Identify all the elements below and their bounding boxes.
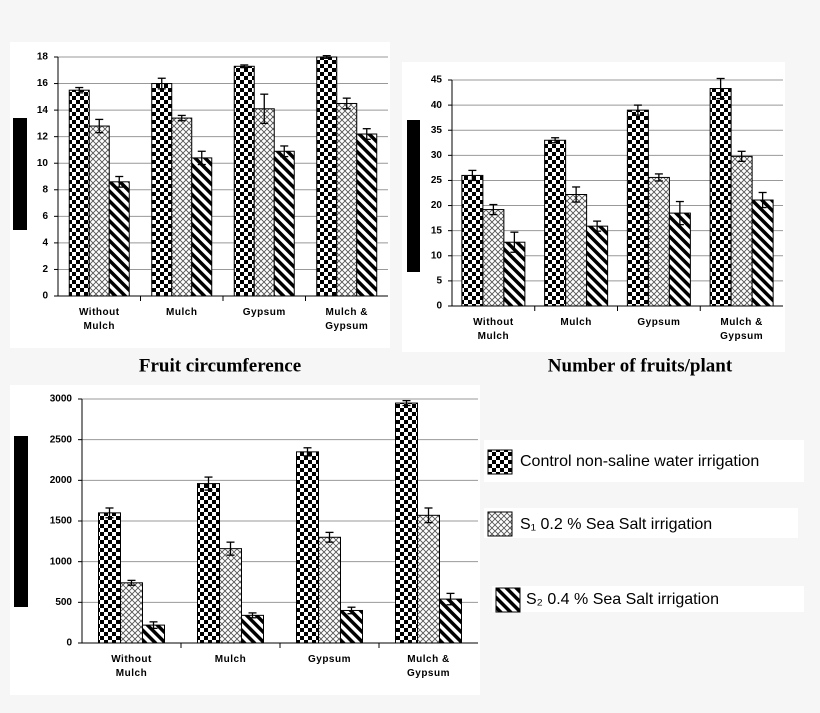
bar — [88, 125, 110, 297]
y-tick-label: 500 — [55, 597, 72, 608]
legend-box — [492, 586, 804, 612]
y-tick-label: 45 — [431, 75, 443, 86]
legend-swatch — [487, 449, 513, 475]
bar — [340, 609, 363, 644]
x-tick-label: Mulch — [166, 307, 198, 318]
y-tick-label: 12 — [37, 131, 49, 142]
bar — [120, 582, 143, 644]
y-tick-label: 40 — [431, 100, 443, 111]
y-tick-label: 20 — [431, 200, 443, 211]
bar — [191, 157, 213, 297]
x-tick-label: Mulch — [560, 317, 592, 328]
bar — [336, 102, 358, 297]
y-tick-label: 35 — [431, 125, 443, 136]
x-tick-label: Gypsum — [307, 654, 351, 665]
bar — [544, 139, 567, 307]
y-tick-label: 1000 — [50, 556, 73, 567]
bar — [356, 133, 378, 297]
bar — [197, 483, 220, 644]
legend-box — [484, 440, 804, 482]
redacted-axis-label — [407, 120, 420, 272]
bar — [233, 65, 255, 297]
x-tick-label: Mulch & Gypsum — [325, 307, 369, 332]
legend-label: S₁ 0.2 % Sea Salt irrigation — [520, 516, 712, 533]
bar — [417, 514, 440, 644]
bar — [565, 194, 588, 307]
bar — [730, 155, 753, 307]
x-tick-label: Mulch & Gypsum — [720, 317, 764, 342]
bar — [68, 89, 90, 297]
bar — [241, 614, 264, 644]
bar — [219, 548, 242, 644]
chart-title: Fruit circumference — [139, 355, 301, 376]
legend-label: Control non-saline water irrigation — [520, 453, 759, 470]
bar — [461, 174, 484, 307]
bar — [108, 181, 130, 297]
bar — [171, 117, 193, 297]
x-tick-label: Without Mulch — [473, 317, 514, 342]
bar — [626, 109, 649, 307]
y-tick-label: 10 — [431, 250, 443, 261]
legend-swatch — [487, 511, 513, 537]
legend-box — [484, 508, 798, 538]
x-tick-label: Mulch & Gypsum — [406, 654, 450, 679]
x-tick-label: Mulch — [214, 654, 247, 665]
bar — [316, 56, 338, 297]
bar — [151, 83, 173, 297]
y-tick-label: 25 — [431, 175, 443, 186]
bar — [751, 199, 774, 307]
y-tick-label: 0 — [42, 291, 48, 302]
y-tick-label: 16 — [37, 78, 49, 89]
bar — [439, 598, 462, 644]
y-tick-label: 0 — [436, 301, 442, 312]
bar — [482, 209, 505, 307]
bar — [296, 451, 319, 644]
legend-swatch — [495, 587, 521, 613]
bar — [318, 536, 341, 644]
y-tick-label: 18 — [37, 52, 49, 63]
y-tick-label: 1500 — [50, 516, 73, 527]
y-tick-label: 5 — [436, 276, 442, 287]
y-tick-label: 4 — [42, 238, 48, 249]
bar — [253, 108, 275, 297]
bar — [647, 176, 670, 307]
chart-title: Number of fruits/plant — [548, 355, 733, 376]
y-tick-label: 10 — [37, 158, 49, 169]
y-tick-label: 8 — [42, 184, 48, 195]
bar — [668, 212, 691, 307]
y-tick-label: 2000 — [50, 475, 73, 486]
y-tick-label: 0 — [66, 638, 72, 649]
y-tick-label: 2500 — [50, 434, 73, 445]
bar — [395, 402, 418, 644]
y-tick-label: 3000 — [50, 394, 73, 405]
bar — [98, 512, 121, 644]
x-tick-label: Gypsum — [637, 317, 681, 328]
bar — [709, 88, 732, 307]
redacted-axis-label — [13, 118, 27, 230]
y-tick-label: 15 — [431, 225, 443, 236]
x-tick-label: Gypsum — [242, 307, 286, 318]
redacted-axis-label — [14, 436, 28, 607]
x-tick-label: Without Mulch — [111, 654, 152, 679]
bar — [586, 225, 609, 307]
y-tick-label: 30 — [431, 150, 443, 161]
x-tick-label: Without Mulch — [78, 307, 120, 332]
legend-label: S₂ 0.4 % Sea Salt irrigation — [526, 591, 719, 608]
bar — [273, 150, 295, 297]
y-tick-label: 2 — [42, 264, 48, 275]
y-tick-label: 14 — [37, 105, 49, 116]
y-tick-label: 6 — [42, 211, 48, 222]
